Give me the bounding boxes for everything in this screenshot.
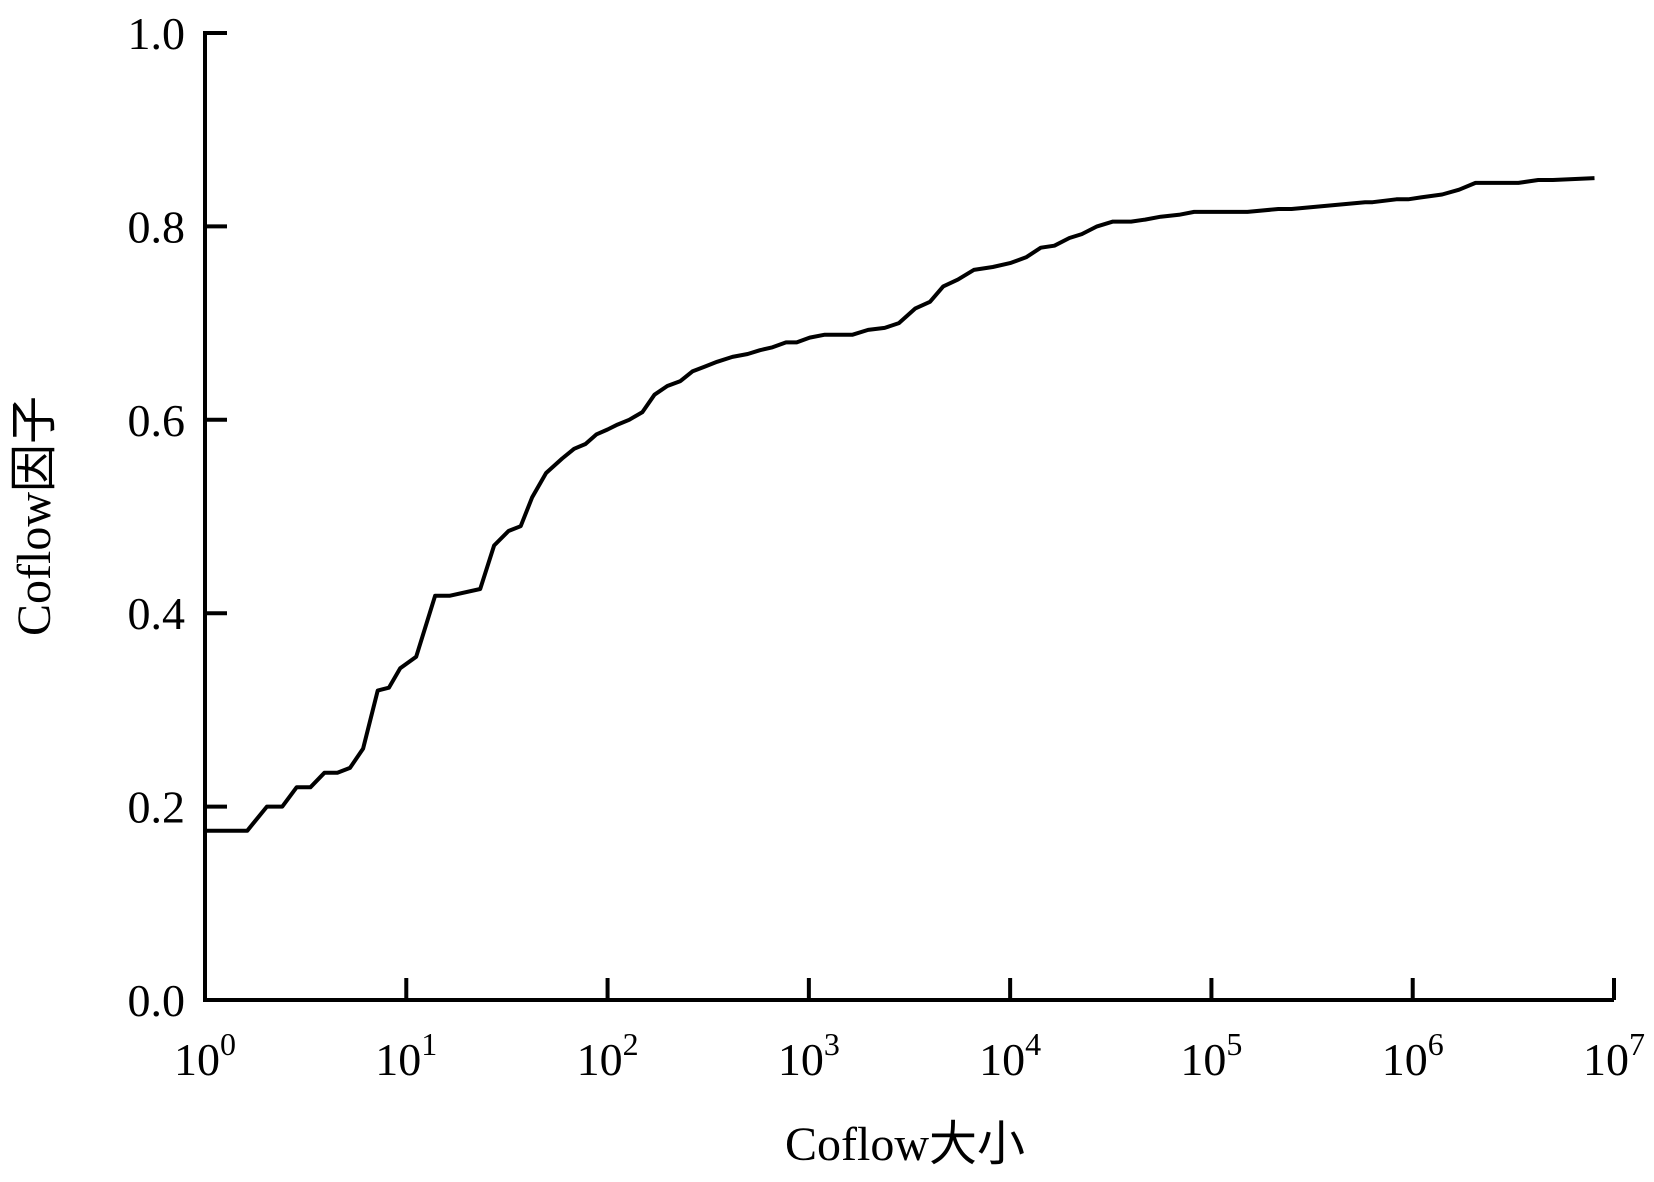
x-tick-label: 104 <box>979 1026 1041 1085</box>
x-tick-label-exponent: 6 <box>1428 1026 1444 1062</box>
y-tick-label: 0.8 <box>128 201 186 252</box>
axes <box>203 31 1614 1002</box>
x-tick-label: 100 <box>174 1026 236 1085</box>
y-tick-label: 0.4 <box>128 588 186 639</box>
x-tick-label-base: 10 <box>375 1034 421 1085</box>
x-tick-label-base: 10 <box>778 1034 824 1085</box>
x-tick-label-exponent: 5 <box>1226 1026 1242 1062</box>
y-ticks: 0.0 0.2 0.4 0.6 0.8 1.0 <box>128 8 227 1026</box>
x-tick-label-exponent: 2 <box>623 1026 639 1062</box>
x-tick-label-base: 10 <box>174 1034 220 1085</box>
series-line <box>206 176 1595 833</box>
x-tick-label-exponent: 0 <box>220 1026 236 1062</box>
x-tick-label: 101 <box>375 1026 437 1085</box>
y-tick-label: 0.6 <box>128 395 186 446</box>
x-tick-label-base: 10 <box>1180 1034 1226 1085</box>
x-tick-label: 102 <box>577 1026 639 1085</box>
y-tick-label: 1.0 <box>128 8 186 59</box>
x-ticks: 100 101 102 103 104 105 106 107 <box>174 978 1645 1085</box>
x-tick-label-base: 10 <box>979 1034 1025 1085</box>
x-axis-title: Coflow大小 <box>785 1118 1025 1171</box>
x-tick-label-exponent: 7 <box>1629 1026 1645 1062</box>
x-tick-label-base: 10 <box>1382 1034 1428 1085</box>
x-tick-label-exponent: 4 <box>1025 1026 1041 1062</box>
x-tick-label: 107 <box>1583 1026 1645 1085</box>
y-tick-label: 0.0 <box>128 975 186 1026</box>
x-tick-label-base: 10 <box>577 1034 623 1085</box>
y-axis-title: Coflow因子 <box>8 396 61 636</box>
x-tick-label: 106 <box>1382 1026 1444 1085</box>
x-tick-label-exponent: 1 <box>421 1026 437 1062</box>
x-tick-label-exponent: 3 <box>824 1026 840 1062</box>
y-tick-label: 0.2 <box>128 782 186 833</box>
x-tick-label-base: 10 <box>1583 1034 1629 1085</box>
x-tick-label: 103 <box>778 1026 840 1085</box>
x-tick-label: 105 <box>1180 1026 1242 1085</box>
